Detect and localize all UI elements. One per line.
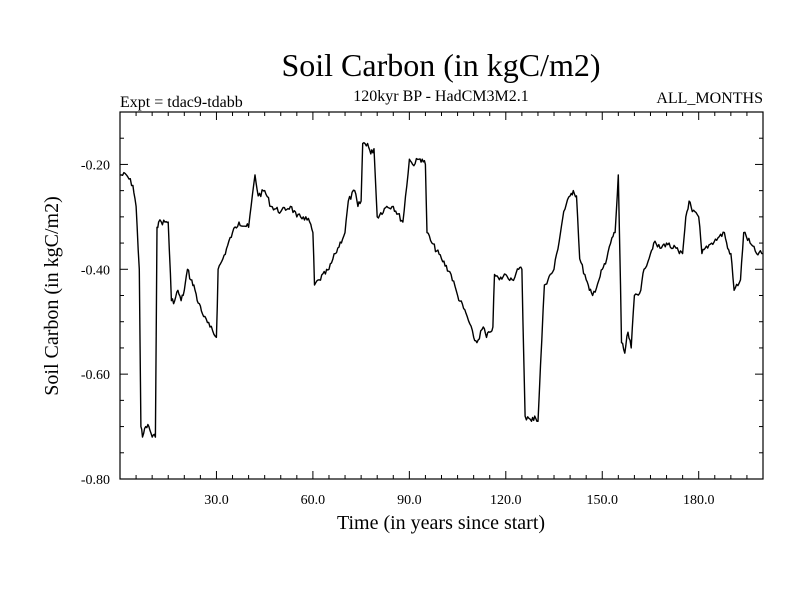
- series-line: [120, 142, 764, 438]
- x-tick-label: 30.0: [204, 493, 229, 508]
- x-tick-label: 180.0: [683, 493, 715, 508]
- x-tick-label: 90.0: [397, 493, 422, 508]
- y-tick-label: -0.80: [81, 473, 110, 488]
- plot-area: 30.0 60.0 90.0 120.0 150.0 180.0 -0.80 -0.60 -0.…: [81, 111, 764, 508]
- y-tick-label: -0.20: [81, 158, 110, 173]
- x-tick-label: 60.0: [301, 493, 326, 508]
- plot-frame: [119, 111, 764, 480]
- chart-title: Soil Carbon (in kgC/m2): [281, 47, 600, 83]
- experiment-label: Expt = tdac9-tdabb: [120, 94, 243, 111]
- x-axis-label: Time (in years since start): [337, 512, 545, 534]
- y-axis-label: Soil Carbon (in kgC/m2): [41, 196, 63, 395]
- y-tick-label: -0.40: [81, 263, 110, 278]
- chart-subtitle: 120kyr BP - HadCM3M2.1: [353, 88, 528, 105]
- axis-ticks: [120, 112, 763, 479]
- x-tick-label: 150.0: [587, 493, 619, 508]
- period-label: ALL_MONTHS: [656, 90, 763, 107]
- y-tick-label: -0.60: [81, 368, 110, 383]
- axis-tick-labels: 30.0 60.0 90.0 120.0 150.0 180.0 -0.80 -0.60 -0.…: [81, 158, 715, 508]
- x-tick-label: 120.0: [490, 493, 522, 508]
